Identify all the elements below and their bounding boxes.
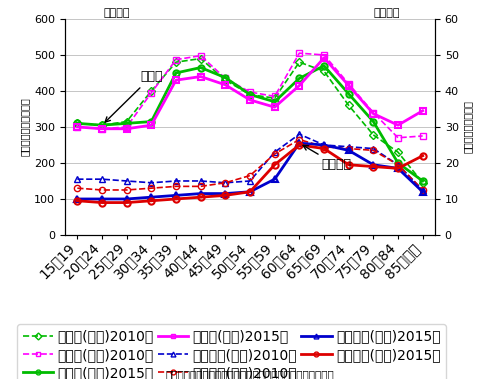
Text: （万人）: （万人） xyxy=(104,8,130,18)
Y-axis label: 年齢別農家世帯員数: 年齢別農家世帯員数 xyxy=(463,100,473,153)
Legend: 全世帯(男性)2010年, 全世帯(女性)2010年, 全世帯(男性)2015年, 全世帯(女性)2015年, 農家世帯(男性)2010年, 農家世帯(女性)2: 全世帯(男性)2010年, 全世帯(女性)2010年, 全世帯(男性)2015年… xyxy=(17,324,446,379)
Text: （万人）: （万人） xyxy=(374,8,400,18)
Text: 農家世帯: 農家世帯 xyxy=(303,146,352,171)
Text: 図　農家世帯と全世帯における世代別年齢別人口分布の特徴: 図 農家世帯と全世帯における世代別年齢別人口分布の特徴 xyxy=(166,369,334,379)
Text: 全世帯: 全世帯 xyxy=(105,70,162,122)
Y-axis label: 年齢別人口・全世帯員: 年齢別人口・全世帯員 xyxy=(20,97,30,157)
